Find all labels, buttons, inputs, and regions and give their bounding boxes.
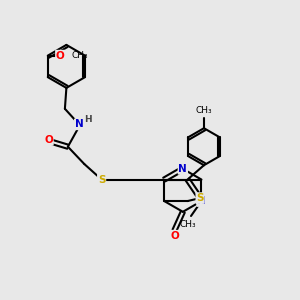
Text: CH₃: CH₃ <box>179 220 196 229</box>
Text: O: O <box>170 231 179 241</box>
Text: CH₃: CH₃ <box>196 106 212 115</box>
Text: N: N <box>75 119 84 129</box>
Text: H: H <box>84 115 92 124</box>
Text: N: N <box>197 196 206 206</box>
Text: S: S <box>196 193 204 203</box>
Text: O: O <box>56 51 65 61</box>
Text: S: S <box>98 175 105 184</box>
Text: N: N <box>178 164 187 174</box>
Text: O: O <box>44 135 53 145</box>
Text: CH₃: CH₃ <box>72 51 88 60</box>
